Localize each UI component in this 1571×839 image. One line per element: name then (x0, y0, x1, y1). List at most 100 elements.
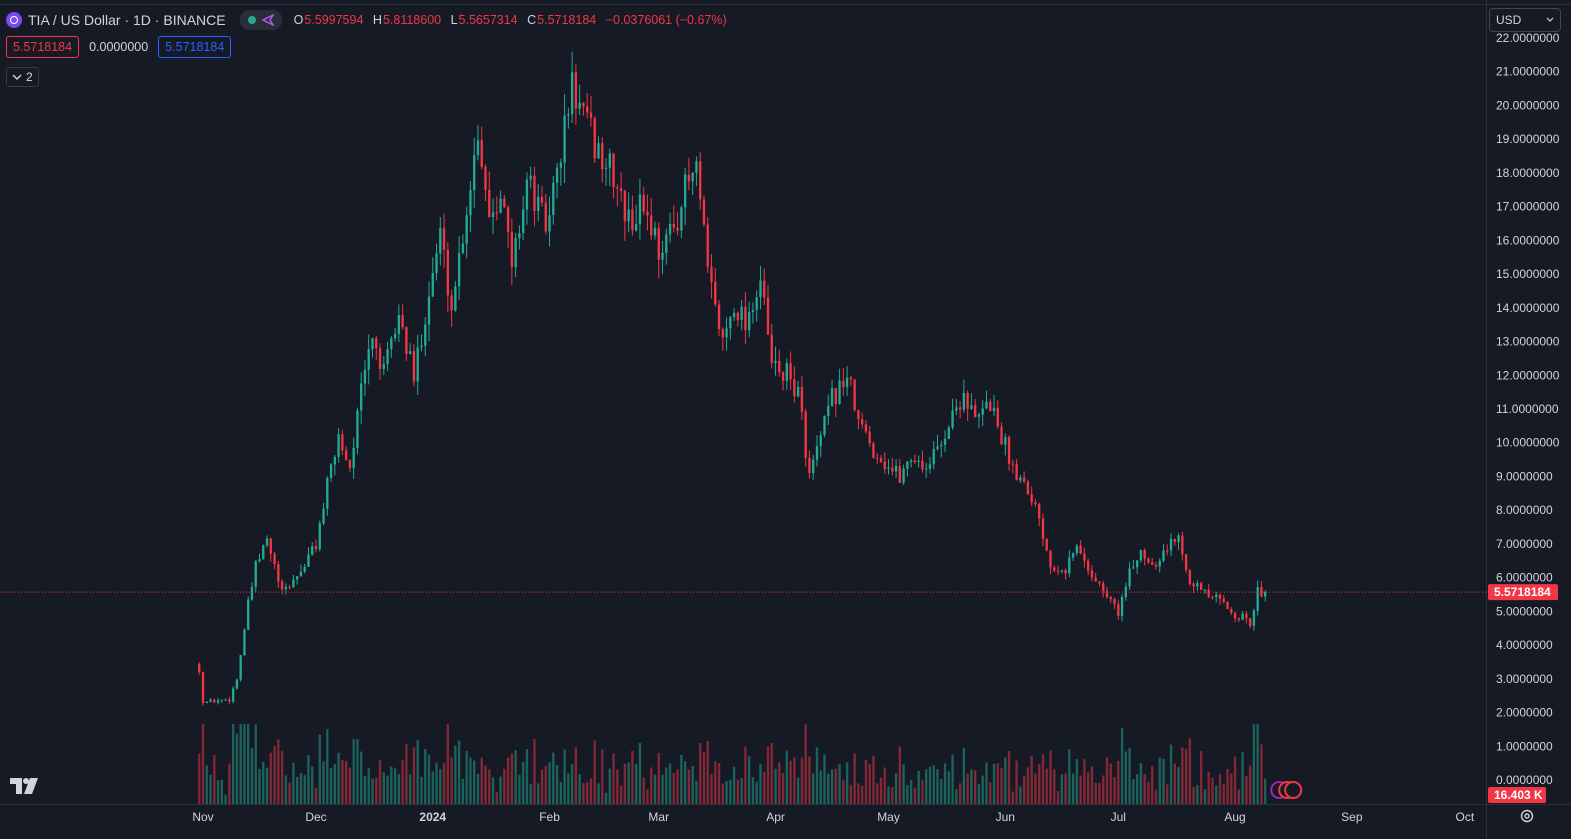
candle-body (1083, 553, 1086, 561)
volume-bar (857, 783, 860, 804)
volume-bar (796, 777, 800, 804)
volume-bar (247, 724, 250, 804)
candle-body (360, 383, 363, 411)
candle-body (265, 538, 269, 546)
candle-body (789, 363, 792, 380)
candle-body (1060, 570, 1063, 572)
candle-body (601, 143, 604, 170)
candle-body (657, 227, 660, 260)
volume-bar (231, 724, 235, 804)
volume-bar (401, 760, 404, 804)
candle-body (714, 282, 717, 305)
volume-bar (465, 751, 468, 804)
candle-body (992, 407, 996, 412)
volume-bar (985, 762, 988, 804)
candle-body (424, 324, 427, 346)
volume-bar (292, 762, 295, 804)
candle-body (299, 571, 303, 577)
candle-body (231, 688, 235, 702)
volume-bar (1007, 751, 1011, 804)
candle-body (638, 194, 642, 225)
price-tick-label: 9.0000000 (1496, 469, 1553, 483)
candle-body (1207, 589, 1210, 597)
volume-bar (774, 768, 777, 804)
volume-bar (435, 762, 438, 804)
currency-selector[interactable]: USD (1489, 8, 1561, 32)
candle-body (857, 410, 860, 420)
volume-bar (619, 785, 623, 804)
price-axis-pane (1486, 0, 1571, 839)
candle-body (503, 198, 506, 208)
volume-bar (665, 767, 668, 804)
candle-body (834, 388, 837, 404)
candle-body (567, 114, 570, 116)
volume-bar (989, 782, 992, 804)
candle-body (284, 587, 288, 590)
volume-bar (887, 786, 890, 804)
indicators-collapse-button[interactable]: 2 (6, 67, 39, 87)
volume-bar (1241, 752, 1244, 804)
volume-bar (1135, 774, 1139, 804)
time-tick-label: Jun (996, 810, 1015, 824)
candle-body (1098, 581, 1101, 584)
symbol-title[interactable]: TIA / US Dollar · 1D · BINANCE (28, 12, 226, 28)
volume-bar (442, 763, 446, 804)
volume-bar (1041, 754, 1045, 804)
volume-bar (1117, 761, 1120, 804)
candle-body (1102, 583, 1105, 592)
volume-bar (205, 765, 208, 804)
candle-body (544, 202, 547, 232)
candle-body (427, 296, 431, 325)
volume-bar (299, 773, 303, 804)
volume-bar (653, 774, 657, 804)
tradingview-logo-icon[interactable] (10, 774, 40, 800)
volume-bar (201, 724, 205, 804)
price-tick-label: 6.0000000 (1496, 571, 1553, 585)
volume-bar (552, 752, 555, 804)
price-tick-label: 4.0000000 (1496, 638, 1553, 652)
volume-bar (1019, 786, 1022, 804)
change-value: −0.0376061 (−0.67%) (605, 13, 727, 27)
candle-body (770, 334, 773, 363)
volume-bar (902, 764, 905, 804)
volume-bar (408, 774, 412, 804)
candle-body (1113, 599, 1116, 605)
candle-body (1007, 437, 1011, 464)
volume-bar (1139, 763, 1143, 804)
candle-body (962, 392, 966, 410)
candle-body (262, 545, 265, 560)
candle-body (537, 196, 540, 211)
candle-body (476, 140, 480, 156)
settings-gear-icon[interactable] (1517, 806, 1537, 826)
open-label: O (293, 13, 304, 27)
sell-price-box[interactable]: 5.5718184 (6, 36, 80, 58)
candle-body (691, 172, 694, 182)
candle-body (484, 166, 487, 190)
candle-body (1053, 567, 1056, 571)
market-open-dot-icon (247, 16, 256, 24)
volume-bar (725, 781, 728, 804)
volume-bar (533, 738, 536, 804)
volume-bar (303, 774, 306, 804)
candle-body (1245, 613, 1248, 619)
volume-bar (992, 763, 996, 804)
candle-body (326, 477, 329, 509)
volume-bar (812, 773, 815, 804)
market-status-pill[interactable] (239, 10, 282, 30)
volume-label: 16.403 K (1494, 788, 1543, 802)
volume-bar (691, 765, 694, 804)
candle-body (375, 338, 378, 349)
buy-price-box[interactable]: 5.5718184 (158, 36, 232, 58)
candle-body (1000, 426, 1003, 445)
volume-bar (314, 787, 318, 804)
volume-bar (250, 748, 254, 804)
candle-body (356, 410, 359, 448)
volume-bar (224, 794, 227, 804)
candle-body (435, 253, 438, 273)
candle-body (1075, 545, 1079, 554)
price-tick-label: 22.0000000 (1496, 31, 1560, 45)
candle-body (1151, 562, 1154, 565)
volume-bar (601, 749, 604, 804)
volume-bar (1147, 781, 1150, 804)
